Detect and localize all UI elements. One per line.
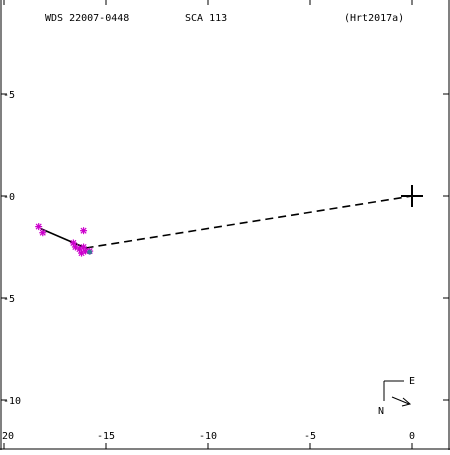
observation-point (80, 227, 88, 235)
x-tick-label: -10 (199, 431, 217, 442)
latest-position-marker (87, 249, 93, 255)
orientation-north-label: N (378, 406, 384, 417)
y-tick-label: -10 (3, 396, 21, 407)
orientation-arrow-head (401, 397, 412, 407)
y-tick-label: -5 (3, 90, 15, 101)
projection-dashed-line (85, 195, 413, 249)
x-tick-label: 0 (409, 431, 415, 442)
observation-stroke (80, 243, 87, 251)
observation-stroke (72, 243, 79, 251)
orientation-east-label: E (409, 376, 415, 387)
observation-point (39, 229, 47, 237)
orbit-path-line (40, 227, 86, 249)
marks (35, 185, 423, 257)
observation-stroke (70, 239, 77, 246)
reference-code: (Hrt2017a) (344, 13, 404, 24)
x-tick-label: 20 (2, 431, 14, 442)
observation-stroke (35, 223, 42, 230)
x-tick-label: -5 (304, 431, 316, 442)
x-tick-label: -15 (97, 431, 115, 442)
y-tick-label: -5 (3, 294, 15, 305)
discoverer-code: SCA 113 (185, 13, 227, 24)
orientation-arrow-shaft (391, 396, 410, 405)
observation-point (35, 223, 43, 231)
observation-stroke (39, 229, 46, 236)
wds-designation: WDS 22007-0448 (45, 13, 129, 24)
observation-stroke (80, 227, 87, 234)
y-tick-label: -0 (3, 192, 15, 203)
orientation-indicator: E N (378, 376, 415, 417)
